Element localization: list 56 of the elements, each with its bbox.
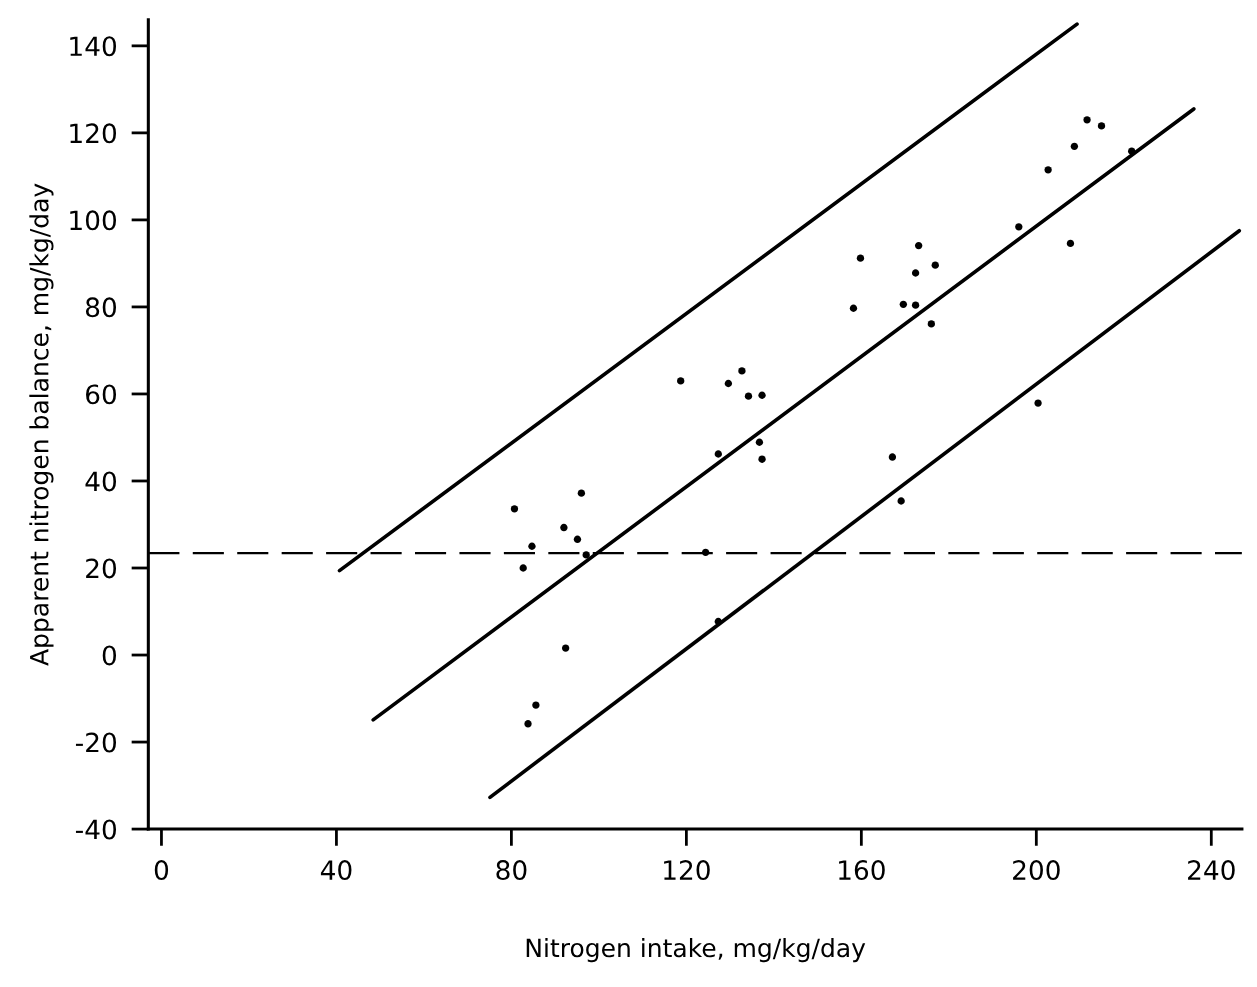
- point: [1044, 166, 1052, 174]
- y-tick-label: 140: [70, 36, 117, 57]
- point: [1070, 142, 1079, 151]
- point: [1034, 399, 1042, 407]
- point: [927, 320, 936, 328]
- x-tick-label: 40: [320, 860, 352, 881]
- point: [573, 535, 582, 543]
- point: [582, 551, 590, 559]
- point: [524, 720, 532, 728]
- point: [897, 497, 905, 505]
- point: [911, 301, 920, 309]
- y-axis-title: Apparent nitrogen balance, mg/kg/day: [29, 183, 54, 666]
- point: [724, 379, 733, 388]
- y-tick-label: 60: [86, 384, 117, 405]
- y-tick-label: 40: [85, 471, 117, 492]
- x-axis-title: Nitrogen intake, mg/kg/day: [526, 937, 866, 963]
- y-tick-label: 0: [102, 645, 117, 666]
- point: [758, 391, 766, 399]
- point: [1128, 147, 1136, 155]
- point: [931, 261, 939, 269]
- point: [758, 455, 766, 463]
- point: [1083, 116, 1091, 124]
- point: [577, 489, 586, 497]
- x-tick-label: 200: [1013, 860, 1060, 881]
- y-tick-label: 100: [70, 210, 117, 231]
- point: [532, 701, 540, 709]
- point: [856, 254, 865, 262]
- point: [528, 542, 536, 550]
- point: [519, 564, 527, 572]
- point: [561, 644, 570, 652]
- point: [738, 367, 746, 375]
- x-tick-label: 240: [1188, 860, 1235, 881]
- point: [714, 450, 722, 458]
- y-tick-label: -40: [75, 819, 117, 840]
- y-tick-label: 80: [85, 297, 117, 318]
- point: [510, 505, 519, 513]
- point: [1066, 239, 1075, 248]
- x-tick-label: 0: [154, 860, 169, 881]
- y-tick-label: -20: [75, 732, 117, 753]
- point: [701, 548, 710, 557]
- point: [888, 453, 897, 461]
- point: [744, 392, 753, 400]
- point: [1097, 122, 1106, 130]
- point: [849, 304, 858, 312]
- point: [911, 269, 920, 277]
- x-tick-label: 160: [839, 860, 885, 881]
- point: [899, 300, 908, 308]
- x-tick-label: 120: [664, 860, 710, 881]
- point: [755, 438, 764, 446]
- point: [560, 523, 568, 532]
- point: [914, 241, 923, 250]
- point: [677, 377, 685, 385]
- y-tick-label: 120: [70, 123, 117, 144]
- point: [1015, 223, 1023, 231]
- x-tick-label: 80: [496, 860, 527, 881]
- y-tick-label: 20: [86, 558, 117, 579]
